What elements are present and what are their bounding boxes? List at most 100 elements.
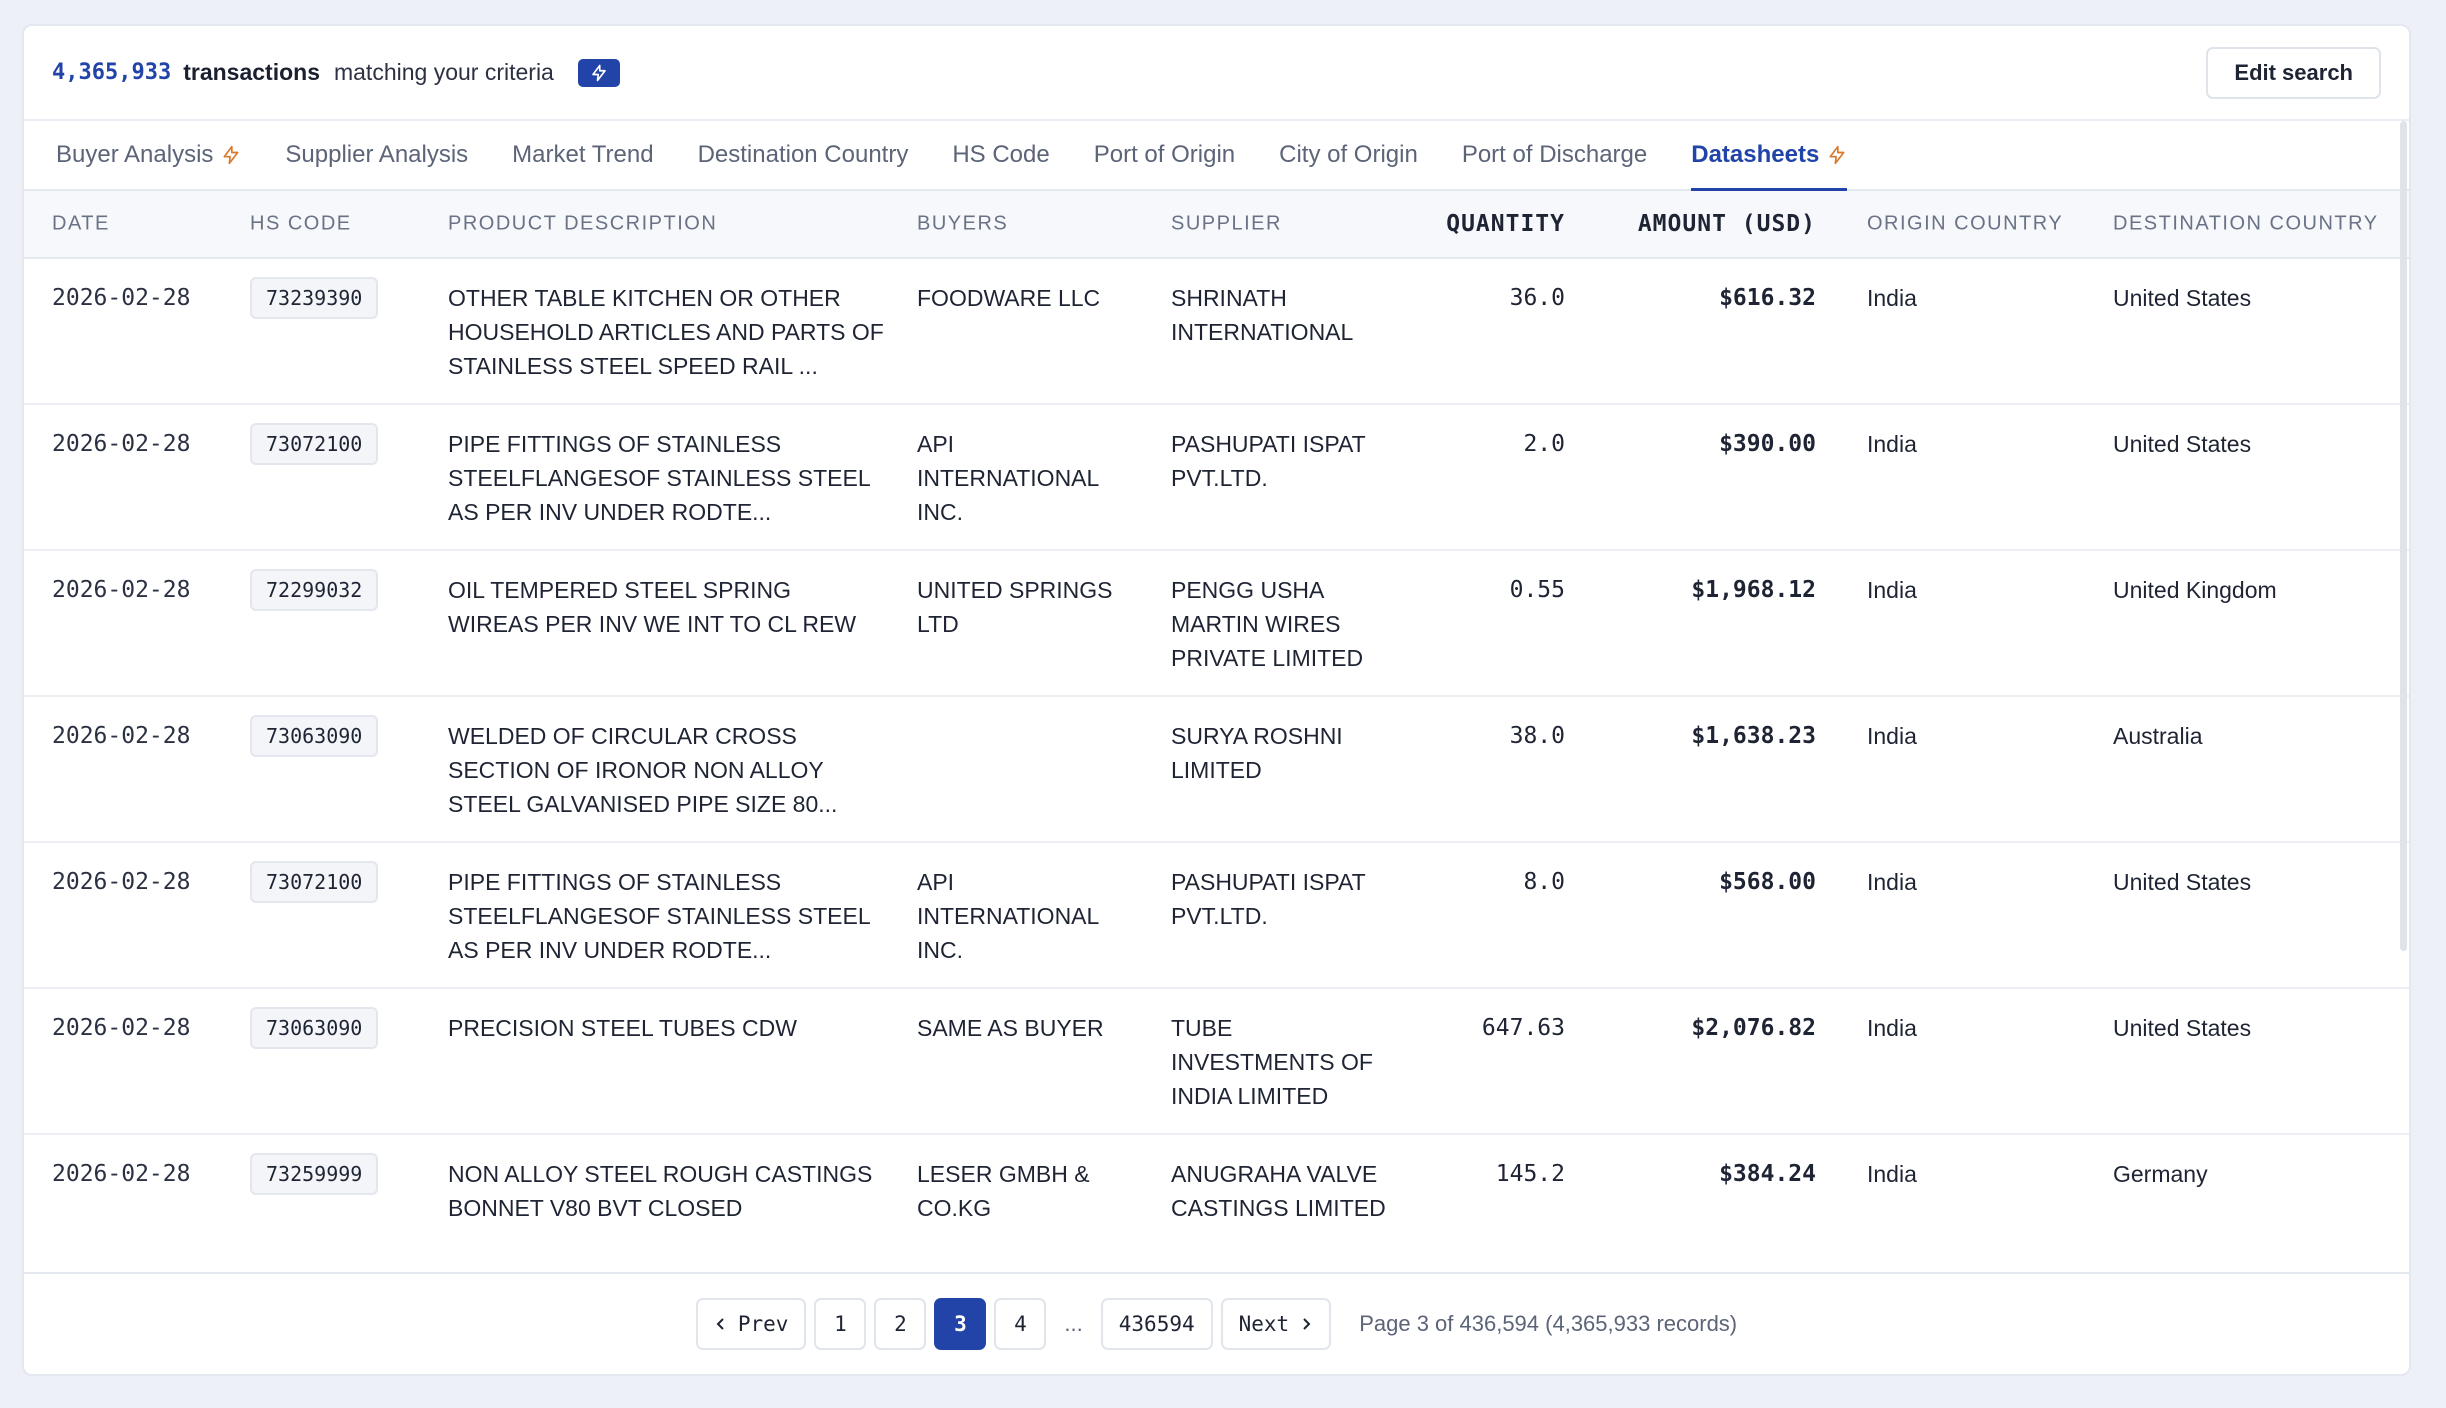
quantity-cell: 8.0: [1523, 869, 1565, 895]
pagination-ellipsis: ...: [1064, 1311, 1083, 1336]
amount-cell: $2,076.82: [1691, 1015, 1816, 1041]
tab-datasheets[interactable]: Datasheets: [1691, 121, 1848, 191]
table-row[interactable]: 2026-02-28 73063090 WELDED OF CIRCULAR CRO…: [24, 697, 2409, 843]
hs-code-pill: 73072100: [250, 423, 379, 465]
table-row[interactable]: 2026-02-28 73259999 NON ALLOY STEEL ROUGH …: [24, 1135, 2409, 1274]
transaction-count: 4,365,933: [52, 60, 172, 85]
vertical-scrollbar[interactable]: [2400, 121, 2407, 951]
quantity-cell: 0.55: [1509, 577, 1565, 603]
tab-label: Destination Country: [697, 141, 909, 168]
tab-label: HS Code: [952, 141, 1050, 168]
next-page-button[interactable]: Next: [1220, 1298, 1332, 1350]
supplier-cell: PASHUPATI ISPAT PVT.LTD.: [1171, 869, 1366, 929]
column-hs-code[interactable]: HS CODE: [250, 212, 352, 235]
hs-code-cell: 73072100: [250, 423, 379, 465]
column-supplier[interactable]: SUPPLIER: [1171, 212, 1282, 235]
table-body[interactable]: 2026-02-28 73239390 OTHER TABLE KITCHEN OR…: [24, 259, 2409, 1274]
destination-country-cell: United Kingdom: [2113, 577, 2277, 603]
table-row[interactable]: 2026-02-28 73239390 OTHER TABLE KITCHEN OR…: [24, 259, 2409, 405]
origin-country-cell: India: [1867, 1161, 1917, 1187]
transactions-word: transactions: [183, 59, 320, 85]
tab-label: Market Trend: [512, 141, 654, 168]
amount-cell: $384.24: [1719, 1161, 1816, 1187]
hs-code-pill: 73239390: [250, 277, 379, 319]
origin-country-cell: India: [1867, 285, 1917, 311]
tab-hs-code[interactable]: HS Code: [952, 121, 1049, 189]
hs-code-cell: 73239390: [250, 277, 379, 319]
table-row[interactable]: 2026-02-28 73072100 PIPE FITTINGS OF STAIN…: [24, 405, 2409, 551]
supplier-cell: SHRINATH INTERNATIONAL: [1171, 285, 1354, 345]
table-row[interactable]: 2026-02-28 72299032 OIL TEMPERED STEEL SPR…: [24, 551, 2409, 697]
table-row[interactable]: 2026-02-28 73063090 PRECISION STEEL TUBES …: [24, 989, 2409, 1135]
table-header: DATE HS CODE PRODUCT DESCRIPTION BUYERS …: [24, 191, 2409, 259]
page-1-button[interactable]: 1: [814, 1298, 867, 1350]
table-row[interactable]: 2026-02-28 73072100 PIPE FITTINGS OF STAIN…: [24, 843, 2409, 989]
page-3-button[interactable]: 3: [934, 1298, 987, 1350]
product-description-cell: NON ALLOY STEEL ROUGH CASTINGS BONNET V8…: [448, 1161, 873, 1221]
hs-code-cell: 73063090: [250, 1007, 379, 1049]
hs-code-cell: 73063090: [250, 715, 379, 757]
quantity-cell: 38.0: [1509, 723, 1565, 749]
product-description-cell: OTHER TABLE KITCHEN OR OTHER HOUSEHOLD A…: [448, 285, 884, 379]
column-origin-country[interactable]: ORIGIN COUNTRY: [1867, 212, 2064, 235]
origin-country-cell: India: [1867, 1015, 1917, 1041]
page-info: Page 3 of 436,594 (4,365,933 records): [1359, 1311, 1738, 1336]
tab-supplier-analysis[interactable]: Supplier Analysis: [285, 121, 468, 189]
origin-country-cell: India: [1867, 431, 1917, 457]
amount-cell: $616.32: [1719, 285, 1816, 311]
destination-country-cell: United States: [2113, 431, 2252, 457]
column-quantity[interactable]: QUANTITY: [1446, 211, 1565, 237]
product-description-cell: WELDED OF CIRCULAR CROSS SECTION OF IRON…: [448, 723, 838, 817]
amount-cell: $390.00: [1719, 431, 1816, 457]
hs-code-cell: 73072100: [250, 861, 379, 903]
column-amount-usd[interactable]: AMOUNT (USD): [1637, 211, 1816, 237]
supplier-cell: SURYA ROSHNI LIMITED: [1171, 723, 1343, 783]
tab-port-of-discharge[interactable]: Port of Discharge: [1462, 121, 1647, 189]
results-summary: 4,365,933 transactions matching your cri…: [52, 58, 620, 87]
last-page-button[interactable]: 436594: [1100, 1298, 1213, 1350]
tab-buyer-analysis[interactable]: Buyer Analysis: [56, 121, 241, 189]
chevron-left-icon: [716, 1318, 724, 1330]
tab-port-of-origin[interactable]: Port of Origin: [1094, 121, 1235, 189]
tab-label: City of Origin: [1279, 141, 1418, 168]
lightning-bolt-icon: [1829, 145, 1845, 165]
tab-destination-country[interactable]: Destination Country: [698, 121, 909, 189]
prev-page-button[interactable]: Prev: [695, 1298, 807, 1350]
hs-code-pill: 73063090: [250, 715, 379, 757]
next-label: Next: [1238, 1312, 1290, 1336]
column-date[interactable]: DATE: [52, 212, 110, 235]
column-buyers[interactable]: BUYERS: [917, 212, 1009, 235]
transactions-card: 4,365,933 transactions matching your cri…: [22, 24, 2411, 1376]
hs-code-cell: 73259999: [250, 1153, 379, 1195]
product-description-cell: OIL TEMPERED STEEL SPRING WIREAS PER INV…: [448, 577, 857, 637]
tab-market-trend[interactable]: Market Trend: [512, 121, 653, 189]
date-cell: 2026-02-28: [52, 285, 191, 311]
lightning-bolt-badge: [577, 58, 620, 87]
tab-label: Supplier Analysis: [285, 141, 469, 168]
tab-city-of-origin[interactable]: City of Origin: [1279, 121, 1418, 189]
lightning-bolt-icon: [592, 64, 606, 81]
amount-cell: $1,638.23: [1691, 723, 1816, 749]
lightning-bolt-icon: [223, 145, 239, 165]
hs-code-pill: 72299032: [250, 569, 379, 611]
page-2-button[interactable]: 2: [874, 1298, 927, 1350]
results-header: 4,365,933 transactions matching your cri…: [24, 26, 2409, 121]
amount-cell: $568.00: [1719, 869, 1816, 895]
buyer-cell: API INTERNATIONAL INC.: [917, 869, 1099, 963]
supplier-cell: PENGG USHA MARTIN WIRES PRIVATE LIMITED: [1171, 577, 1364, 671]
prev-label: Prev: [737, 1312, 789, 1336]
quantity-cell: 647.63: [1481, 1015, 1565, 1041]
destination-country-cell: United States: [2113, 1015, 2252, 1041]
buyer-cell: UNITED SPRINGS LTD: [917, 577, 1113, 637]
supplier-cell: PASHUPATI ISPAT PVT.LTD.: [1171, 431, 1366, 491]
buyer-cell: FOODWARE LLC: [917, 285, 1101, 311]
date-cell: 2026-02-28: [52, 869, 191, 895]
column-product-description[interactable]: PRODUCT DESCRIPTION: [448, 212, 718, 235]
buyer-cell: SAME AS BUYER: [917, 1015, 1104, 1041]
matching-criteria-text: matching your criteria: [333, 59, 554, 85]
edit-search-button[interactable]: Edit search: [2206, 46, 2381, 99]
page-4-button[interactable]: 4: [994, 1298, 1047, 1350]
column-destination-country[interactable]: DESTINATION COUNTRY: [2113, 212, 2379, 235]
